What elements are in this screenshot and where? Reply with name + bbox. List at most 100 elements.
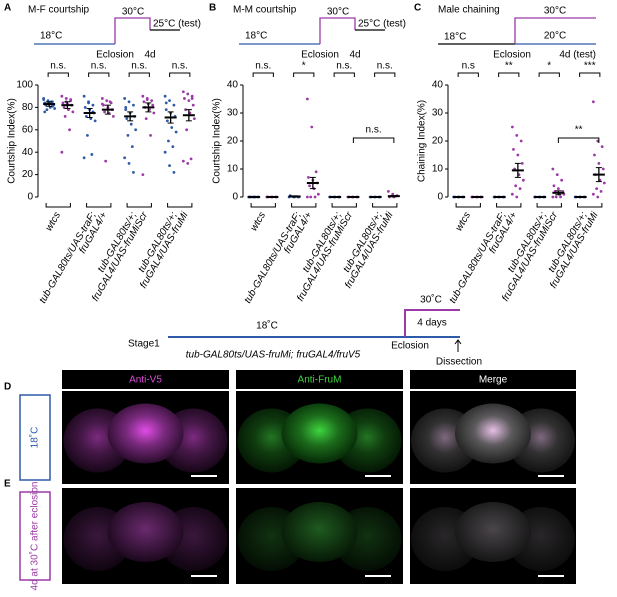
data-point <box>308 184 311 188</box>
data-point <box>520 162 524 165</box>
schematic-label: 4d (test) <box>559 50 596 61</box>
sig-label: *** <box>584 61 596 72</box>
group-bracket <box>455 203 481 208</box>
data-point <box>185 128 189 132</box>
data-point <box>307 176 310 179</box>
y-axis-label: Courtship Index(%) <box>212 98 223 184</box>
sig-bracket <box>169 72 191 77</box>
brain-center <box>281 403 358 464</box>
data-point <box>599 190 603 193</box>
y-tick-label: 40 <box>227 80 239 91</box>
data-point <box>43 110 47 114</box>
data-point <box>560 178 564 182</box>
data-point <box>141 173 145 177</box>
data-point <box>551 167 555 171</box>
data-point <box>123 156 127 160</box>
schematic-title: M-F courtship <box>28 5 90 16</box>
schematic-label: 18°C <box>40 31 62 42</box>
y-axis-label: Courtship Index(%) <box>7 98 18 184</box>
data-point <box>597 162 601 165</box>
panel-letter: B <box>209 3 216 14</box>
data-point <box>518 187 522 191</box>
data-point <box>132 170 135 174</box>
data-point <box>127 100 131 104</box>
schematic-label: Eclosion <box>96 50 134 61</box>
data-point <box>126 134 130 137</box>
column-header-label: Merge <box>479 375 508 386</box>
column-header-label: Anti-V5 <box>129 375 162 386</box>
row-label: 4d at 30˚C after eclosion <box>29 482 41 591</box>
sig-bracket <box>47 72 69 77</box>
data-point <box>60 150 64 154</box>
y-tick-label: 20 <box>227 136 239 147</box>
data-point <box>519 139 523 143</box>
data-point <box>152 111 156 115</box>
column-header-label: Anti-FruM <box>298 375 342 386</box>
data-point <box>313 195 317 199</box>
sig-label: n.s. <box>377 61 393 72</box>
data-point <box>165 119 169 123</box>
data-point <box>189 157 193 161</box>
sig-label: ** <box>575 125 583 136</box>
brain-center <box>455 403 531 464</box>
data-point <box>552 184 556 188</box>
data-point <box>190 97 194 100</box>
data-point <box>314 170 318 174</box>
column-header <box>62 370 229 389</box>
sig-label: n.s. <box>172 61 188 72</box>
schematic-title: M-M courtship <box>233 5 297 16</box>
data-point <box>386 190 390 193</box>
data-point <box>174 130 178 134</box>
data-point <box>316 192 320 196</box>
y-tick-label: 0 <box>27 192 33 203</box>
y-tick-label: 40 <box>432 80 444 91</box>
data-point <box>559 195 562 199</box>
row-label: 18˚C <box>29 427 41 449</box>
sig-bracket <box>352 137 395 143</box>
sig-label: * <box>302 61 306 72</box>
group-bracket <box>45 203 71 208</box>
data-point <box>163 94 167 98</box>
group-bracket <box>331 203 357 208</box>
schematic-line <box>114 17 151 44</box>
data-point <box>111 114 115 118</box>
data-point <box>134 128 138 132</box>
timeline-label: Stage1 <box>128 339 160 350</box>
data-point <box>61 101 65 105</box>
data-point <box>181 90 185 94</box>
data-point <box>51 104 54 108</box>
data-point <box>172 170 176 174</box>
data-point <box>305 97 309 101</box>
y-tick-label: 20 <box>22 169 34 180</box>
sig-bracket <box>293 72 315 77</box>
schematic-label: 20°C <box>544 31 566 42</box>
data-point <box>93 119 97 123</box>
data-point <box>69 98 73 101</box>
data-point <box>60 94 64 98</box>
schematic-label: Eclosion <box>493 50 531 61</box>
sig-label: n.s. <box>50 61 66 72</box>
data-point <box>82 94 86 98</box>
sig-bracket <box>88 72 110 77</box>
data-point <box>184 108 187 112</box>
column-header <box>236 370 403 389</box>
group-bracket <box>291 203 317 208</box>
group-bracket <box>577 203 603 208</box>
data-point <box>149 134 152 137</box>
data-point <box>554 195 558 199</box>
schematic-title: Male chaining <box>438 5 500 16</box>
sig-bracket <box>374 72 396 77</box>
brain-center <box>455 502 531 562</box>
arrow <box>454 339 462 352</box>
timeline-label: 18˚C <box>256 320 278 332</box>
schematic-label: 30°C <box>327 7 349 18</box>
sig-bracket <box>538 72 560 77</box>
timeline-label: 30˚C <box>420 294 442 306</box>
data-point <box>132 103 135 107</box>
data-point <box>142 100 146 104</box>
data-point <box>596 195 600 199</box>
data-point <box>181 159 185 163</box>
data-point <box>100 97 104 100</box>
data-point <box>192 117 196 120</box>
data-point <box>191 103 195 107</box>
